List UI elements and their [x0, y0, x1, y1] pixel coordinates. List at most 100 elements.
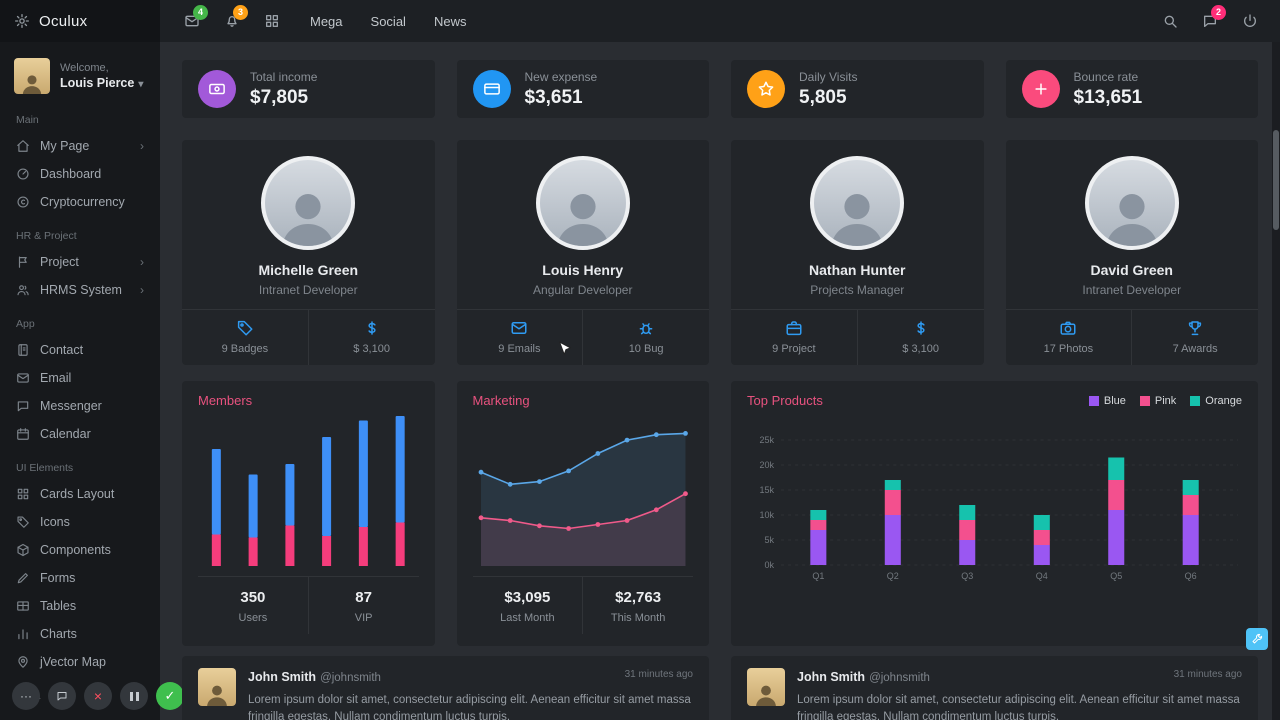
topbar-right-icons: 2: [1162, 5, 1280, 29]
chart-title: Members: [198, 393, 253, 409]
top-products-stacked-chart: 0k 5k 10k 15k 20k 25k Q1 Q2 Q3 Q4 Q5 Q6: [747, 416, 1242, 621]
wrench-icon: [1251, 633, 1263, 645]
topbar-nav: Mega Social News: [310, 14, 466, 29]
username[interactable]: Louis Pierce ▾: [60, 76, 144, 90]
profile-photo: [535, 156, 630, 250]
chat-quick-button[interactable]: [48, 682, 76, 710]
profile-stat-bugs[interactable]: 10 Bug: [582, 310, 709, 366]
sidebar-item-icons[interactable]: Icons: [0, 508, 160, 536]
pause-button[interactable]: [120, 682, 148, 710]
author-avatar: [747, 668, 785, 707]
users-icon: [16, 283, 30, 297]
stat-card-new-expense[interactable]: New expense $3,651: [456, 60, 709, 118]
scrollbar-track[interactable]: [1272, 42, 1280, 720]
gauge-icon: [16, 167, 30, 181]
sidebar-item-contact[interactable]: Contact: [0, 336, 160, 364]
stat-label: Daily Visits: [799, 69, 858, 84]
nav-link-social[interactable]: Social: [370, 13, 406, 29]
profile-stat-earnings[interactable]: $ 3,100: [856, 310, 984, 366]
notifications-button[interactable]: 3: [224, 5, 248, 29]
bar-chart-icon: [16, 627, 30, 641]
messages-badge: 4: [193, 5, 208, 20]
chat-bubble-icon: [16, 399, 30, 413]
svg-text:0k: 0k: [765, 560, 775, 570]
profile-card-nathan-hunter[interactable]: Nathan Hunter Projects Manager 9 Project…: [731, 140, 984, 366]
person-icon: [272, 182, 344, 250]
camera-icon: [1059, 319, 1077, 337]
plus-icon: [1021, 70, 1060, 108]
nav-link-news[interactable]: News: [433, 13, 467, 29]
user-card[interactable]: Welcome, Louis Pierce ▾: [0, 56, 160, 100]
sidebar-item-forms[interactable]: Forms: [0, 564, 160, 592]
sidebar-item-cards-layout[interactable]: Cards Layout: [0, 480, 160, 508]
stat-card-daily-visits[interactable]: Daily Visits 5,805: [731, 60, 984, 118]
profile-stat-earnings[interactable]: $ 3,100: [307, 310, 435, 366]
logo-gear-icon: [14, 13, 30, 29]
scrollbar-thumb[interactable]: [1273, 130, 1279, 230]
calendar-icon: [16, 427, 30, 441]
profile-stat-projects[interactable]: 9 Project: [731, 310, 857, 365]
post-handle[interactable]: @johnsmith: [320, 672, 381, 685]
stat-label: Total income: [250, 69, 318, 84]
confirm-button[interactable]: ✓: [156, 682, 184, 710]
post-author[interactable]: John Smith: [797, 670, 866, 685]
person-icon: [203, 681, 231, 706]
profile-card-michelle-green[interactable]: Michelle Green Intranet Developer 9 Badg…: [182, 140, 435, 366]
sidebar-item-email[interactable]: Email: [0, 364, 160, 392]
person-icon: [821, 182, 893, 250]
post-author[interactable]: John Smith: [248, 670, 317, 685]
sidebar-item-cryptocurrency[interactable]: Cryptocurrency: [0, 188, 160, 216]
settings-toggle-button[interactable]: [1246, 628, 1268, 650]
search-button[interactable]: [1162, 13, 1178, 29]
marketing-footer: $3,095 Last Month $2,763 This Month: [472, 576, 693, 635]
chat-bubble-icon: [56, 690, 68, 702]
profile-card-david-green[interactable]: David Green Intranet Developer 17 Photos…: [1005, 140, 1258, 366]
svg-text:10k: 10k: [760, 510, 775, 520]
stat-card-bounce-rate[interactable]: Bounce rate $13,651: [1005, 60, 1258, 118]
profile-stat-emails[interactable]: 9 Emails: [457, 310, 583, 365]
stat-label: Bounce rate: [1073, 69, 1139, 84]
feed-card[interactable]: 31 minutes ago John Smith @johnsmith Lore…: [182, 656, 709, 720]
stat-card-total-income[interactable]: Total income $7,805: [182, 60, 435, 118]
post-timestamp: 31 minutes ago: [624, 669, 693, 681]
sidebar-item-dashboard[interactable]: Dashboard: [0, 160, 160, 188]
more-button[interactable]: ···: [12, 682, 40, 710]
stat-value: $7,805: [250, 86, 309, 108]
svg-text:Q6: Q6: [1185, 571, 1197, 581]
sidebar-item-calendar[interactable]: Calendar: [0, 420, 160, 448]
sidebar-item-charts[interactable]: Charts: [0, 620, 160, 648]
table-icon: [16, 599, 30, 613]
sidebar-item-jvector-map[interactable]: jVector Map: [0, 648, 160, 676]
brand-name: Oculux: [39, 12, 88, 30]
feed-card[interactable]: 31 minutes ago John Smith @johnsmith Lore…: [731, 656, 1258, 720]
map-pin-icon: [16, 655, 30, 669]
trophy-icon: [1186, 319, 1204, 337]
chevron-right-icon: ›: [140, 255, 144, 269]
charts-row: Members 350 Users 87 VIP Marketing $3,095 L…: [182, 381, 1258, 647]
sidebar-item-components[interactable]: Components: [0, 536, 160, 564]
post-handle[interactable]: @johnsmith: [869, 672, 930, 685]
person-icon: [1096, 182, 1168, 250]
nav-link-mega[interactable]: Mega: [310, 13, 343, 29]
sidebar-item-messenger[interactable]: Messenger: [0, 392, 160, 420]
sidebar-item-hrms-system[interactable]: HRMS System ›: [0, 276, 160, 304]
profile-photo: [1084, 156, 1179, 250]
apps-button[interactable]: [264, 13, 280, 29]
profile-card-louis-henry[interactable]: Louis Henry Angular Developer 9 Emails 1…: [456, 140, 709, 366]
close-button[interactable]: ×: [84, 682, 112, 710]
sidebar-item-my-page[interactable]: My Page ›: [0, 132, 160, 160]
pencil-icon: [16, 571, 30, 585]
feed-row: 31 minutes ago John Smith @johnsmith Lore…: [182, 656, 1258, 720]
stat-value: $13,651: [1073, 86, 1143, 108]
sidebar-item-tables[interactable]: Tables: [0, 592, 160, 620]
messages-button[interactable]: 4: [184, 5, 208, 29]
profile-stat-badges[interactable]: 9 Badges: [182, 310, 308, 365]
profile-stat-photos[interactable]: 17 Photos: [1006, 310, 1132, 365]
brand[interactable]: Oculux: [0, 0, 160, 42]
chat-top-button[interactable]: 2: [1202, 5, 1226, 29]
sidebar: Welcome, Louis Pierce ▾ Main My Page › Das…: [0, 42, 184, 720]
logout-button[interactable]: [1242, 13, 1258, 29]
sidebar-item-project[interactable]: Project ›: [0, 248, 160, 276]
profile-stat-awards[interactable]: 7 Awards: [1131, 310, 1258, 366]
top-products-card: Top Products Blue Pink Orange 0k 5k 10k 15k 20…: [731, 381, 1258, 647]
